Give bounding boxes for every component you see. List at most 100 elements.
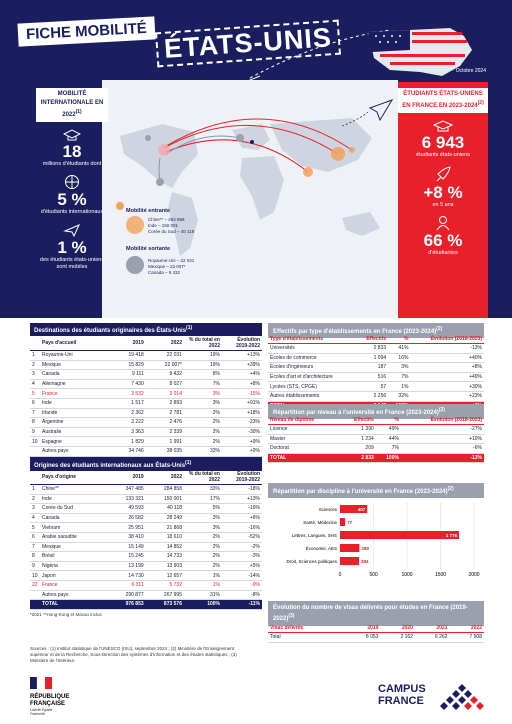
table-cell: 1 390 [340,424,376,435]
table-cell: 8% [184,369,222,380]
cf-line2: FRANCE [378,695,424,707]
table-cell: +6% [222,513,262,524]
table-cell: +10% [400,434,484,445]
table-cell: 13 903 [145,561,184,572]
table-cell: 14 852 [145,542,184,553]
table-cell: Autres établissements [268,391,357,402]
table-cell: 1 [30,350,40,361]
stat-label: étudiants états-uniens [416,152,470,158]
discipline-bar-chart: 0 500 1000 1500 2000 Sciences 407 Santé, Médeci… [286,502,480,578]
table-row: 3 Canada 9 111 9 432 8% +4% [30,369,262,380]
table-row: TOTAL 976 853 873 576 100% -11% [30,599,262,610]
table-cell: 2 256 [356,391,389,402]
col-header: 2021 [414,624,450,633]
table-cell: Doctorat [268,443,341,454]
table-cell: 2% [184,408,222,419]
sources-note: Sources : (1) Institut statistique de l'… [30,646,237,663]
table-cell: 2 [30,360,40,371]
table-cell: 26 582 [107,513,146,524]
female-student-icon [436,216,450,231]
col-header: Pays d'accueil [40,336,108,351]
table-cell: -3% [222,551,262,562]
table-cell: 1 991 [145,436,184,447]
table-cell: 6 262 [414,632,450,643]
table-cell: 2% [184,542,222,553]
category-label: Droit, Sciences politiques [286,559,337,564]
col-header: Effectifs [340,416,376,425]
table-cell: 7% [375,443,401,454]
col-header: % [388,335,411,344]
table-cell: 12 657 [145,570,184,581]
table-cell: 2 [30,494,40,505]
stat-label: millions d'étudiants dont [42,161,102,167]
table-cell: 2 476 [145,417,184,428]
table-cell: 14 730 [107,570,146,581]
table-cell: 2 833 [340,453,376,464]
table-cell: 32% [388,391,411,402]
outbound-bubble [126,256,144,274]
table-row: Total 8 053 2 162 6 262 7 508 [268,632,484,643]
table-cell: -19% [222,503,262,514]
airplane-icon [63,224,80,238]
table-cell: Master [268,434,341,445]
table-cell: 2 781 [145,408,184,419]
table-cell: 10 [30,570,40,581]
table-cell: 10 [30,436,40,447]
table-cell: 31% [184,590,222,601]
col-header: Évolution (2018-2023) [400,416,484,425]
stat-value: 18 [62,142,82,161]
table-orig-title: Origines des étudiants internationaux au… [30,458,262,471]
table-cell: 6 [30,532,40,543]
table-cell: 7 508 [449,632,484,643]
table-cell: Nigéria [40,561,108,572]
table-row: Autres établissements 2 256 32% +23% [268,391,484,402]
col-header: Évolution 2019-2022 [222,470,262,485]
col-header: % [375,416,401,425]
stat-label: d'étudiants internationaux [40,209,104,215]
rf-line2: FRANÇAISE [30,701,66,707]
table-cell: 1 517 [107,398,146,409]
category-label: Sciences [319,507,338,512]
usa-flag-map-icon [368,28,472,76]
inbound-bubble [126,216,144,234]
table-row: Écoles d'ingénieurs 187 3% +8% [268,362,484,373]
table-cell: 6 [30,398,40,409]
table-cell: Écoles d'art et d'architecture [268,372,357,383]
table-cell: France [40,388,108,399]
table-cell: 2 893 [145,398,184,409]
table-header-row: Visas délivrés 2019 2020 2021 2022 [268,624,484,633]
table-row: 22 France 6 311 5 732 1% -9% [30,580,262,591]
table-row: 3 Corée du Sud 49 593 40 118 5% -19% [30,503,262,514]
globe-icon [65,175,79,189]
table-cell: 3% [388,362,411,373]
table-cell: -18% [222,484,262,495]
stat-value: 6 943 [421,133,465,152]
stat-value: +8 % [423,183,463,202]
table-cell: Autres pays [40,590,108,601]
table-row: 6 Arabie saoudite 38 410 18 610 2% -52% [30,532,262,543]
col-header: 2022 [145,470,184,485]
table-cell: 8 053 [345,632,381,643]
table-origins: Pays d'origine 2019 2022 % du total en 2… [30,470,262,610]
table-cell: -14% [222,570,262,581]
republique-francaise-logo: RÉPUBLIQUE FRANÇAISE Liberté Égalité Fra… [30,676,100,716]
table-niveau-title: Répartition par niveau à l'université en… [268,404,484,419]
table-row: 1 Royaume-Uni 19 418 22 031 19% +13% [30,350,262,361]
table-cell: 2 833 [356,343,389,354]
table-cell: 7 430 [107,379,146,390]
graduation-cap-icon [433,120,453,132]
inbound-legend-title: Mobilité entrante [126,208,171,214]
table-cell: +8% [410,362,484,373]
table-cell: Écoles d'ingénieurs [268,362,357,373]
col-header: Pays d'origine [40,470,108,485]
table-row: 2 Inde 133 321 150 001 17% +13% [30,494,262,505]
table-cell: Corée du Sud [40,503,108,514]
table-cell: Universités [268,343,357,354]
col-header: % du total en 2022 [184,470,222,485]
table-cell: Argentine [40,417,108,428]
table-cell: 284 858 [145,484,184,495]
col-header: Effectifs [356,335,389,344]
col-header: 2020 [380,624,415,633]
table-cell: 2 162 [380,632,415,643]
table-cell: 3% [184,522,222,533]
